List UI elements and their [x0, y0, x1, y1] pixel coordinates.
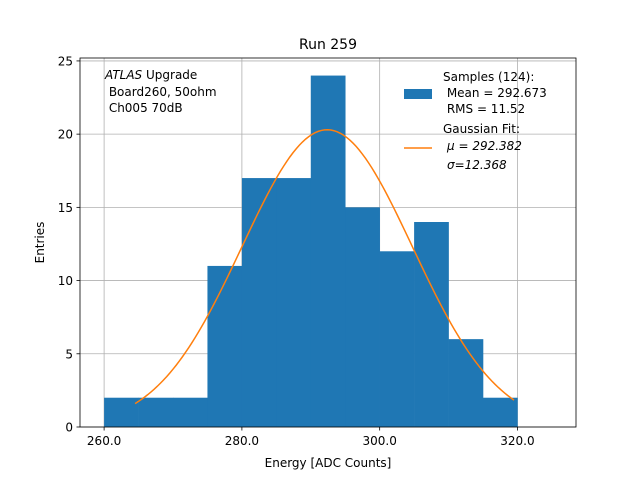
gaussian-fit-curve — [134, 129, 515, 405]
histogram-bar — [173, 397, 208, 427]
histogram-bar — [483, 397, 518, 427]
chart-title: Run 259 — [299, 37, 357, 53]
legend-rms: RMS = 11.52 — [443, 102, 525, 116]
annotation-line-2: Board260, 50ohm — [105, 85, 217, 99]
legend-sigma: σ=12.368 — [447, 158, 507, 172]
annotation-line-1: ATLAS Upgrade — [104, 68, 197, 82]
histogram-bar — [276, 178, 312, 427]
legend-label-fit: Gaussian Fit: — [443, 122, 520, 136]
y-tick-label: 10 — [58, 274, 73, 288]
histogram-bars — [104, 75, 518, 428]
histogram-bar — [310, 75, 346, 428]
y-tick-label: 20 — [58, 128, 73, 142]
histogram-bar — [448, 339, 484, 427]
atlas-label: ATLAS — [104, 68, 143, 82]
annotation-line-3: Ch005 70dB — [105, 101, 183, 115]
atlas-annotation: ATLAS Upgrade Board260, 50ohm Ch005 70dB — [104, 68, 217, 115]
histogram-bar — [414, 222, 449, 427]
histogram-bar — [345, 207, 380, 427]
legend-mu: μ = 292.382 — [446, 139, 522, 153]
x-axis-label: Energy [ADC Counts] — [265, 456, 392, 470]
legend-patch-samples — [404, 89, 432, 99]
y-tick-label: 5 — [65, 347, 73, 361]
histogram-bar — [241, 178, 277, 427]
histogram-bar — [207, 265, 243, 427]
plot-frame — [79, 57, 577, 428]
x-tick-label: 260.0 — [87, 434, 121, 448]
upgrade-label: Upgrade — [142, 68, 197, 82]
y-axis-label: Entries — [33, 222, 47, 264]
y-tick-label: 25 — [58, 54, 73, 68]
y-tick-label: 15 — [58, 201, 73, 215]
legend-mean: Mean = 292.673 — [443, 86, 547, 100]
x-tick-label: 280.0 — [225, 434, 259, 448]
histogram-bar — [138, 397, 174, 427]
legend-label-samples: Samples (124): — [443, 70, 534, 84]
axis-ticks: 260.0 280.0 300.0 320.0 0 5 10 15 20 25 — [58, 54, 535, 448]
x-tick-label: 320.0 — [500, 434, 534, 448]
x-tick-label: 300.0 — [362, 434, 396, 448]
y-tick-label: 0 — [65, 421, 73, 435]
legend: Samples (124): Mean = 292.673 RMS = 11.5… — [404, 70, 547, 172]
gaussian-fit — [134, 129, 515, 405]
histogram-bar — [104, 397, 139, 427]
histogram-bar — [379, 251, 415, 427]
